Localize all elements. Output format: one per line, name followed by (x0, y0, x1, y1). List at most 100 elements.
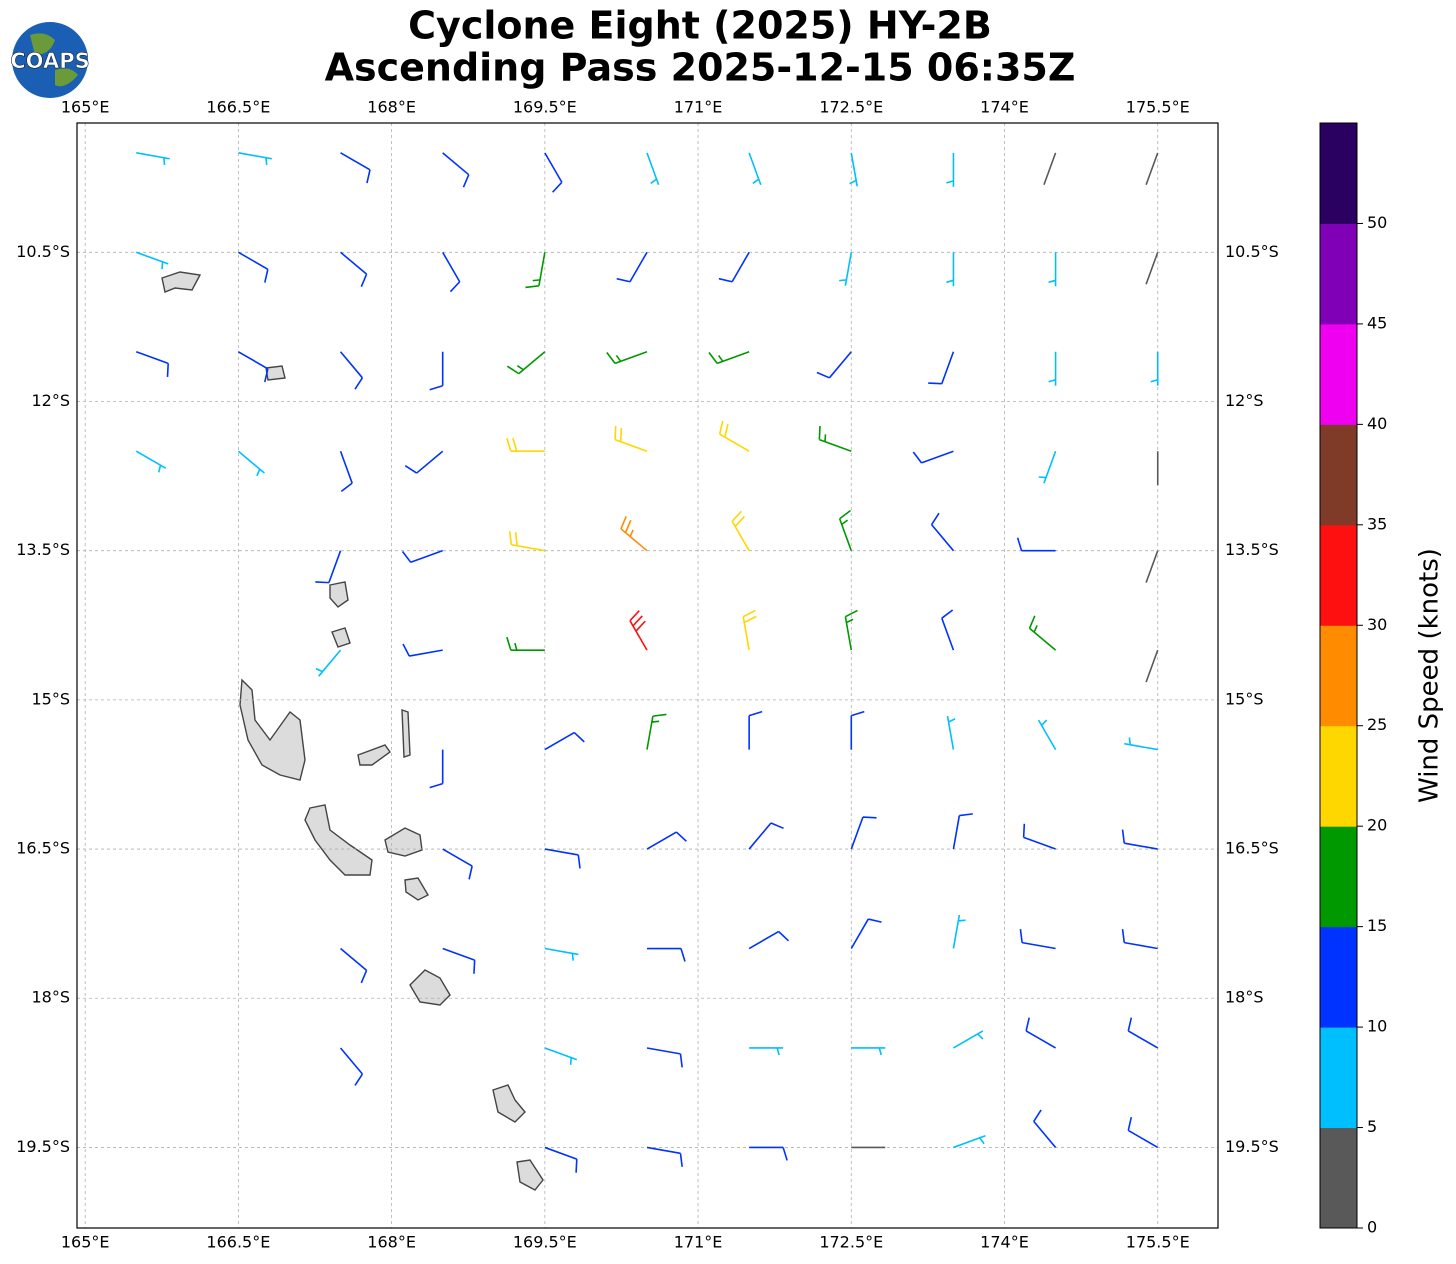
plot-frame (76, 122, 1219, 1229)
wind-barb (1121, 929, 1158, 950)
wind-barb (629, 610, 648, 651)
wind-barb (404, 450, 444, 474)
wind-barb (620, 515, 648, 552)
subtitle: Ascending Pass 2025-12-15 06:35Z (325, 46, 1076, 90)
wind-barb (646, 947, 686, 962)
colorbar-tick-label: 35 (1367, 514, 1387, 533)
wind-barb (953, 1135, 986, 1149)
x-tick-label: 166.5°E (206, 98, 270, 117)
island (265, 365, 286, 381)
colorbar-label: Wind Speed (knots) (1415, 548, 1445, 803)
wind-barb (850, 918, 882, 949)
wind-barb (1124, 737, 1158, 751)
wind-barb (525, 252, 546, 289)
colorbar-bin (1319, 1127, 1358, 1229)
colorbar-bin (1319, 122, 1358, 224)
x-tick-label: 172.5°E (819, 1233, 883, 1252)
wind-barb (339, 1047, 364, 1086)
wind-barb (748, 930, 790, 950)
colorbar-tick-label: 5 (1367, 1117, 1377, 1136)
colorbar-tick-label: 50 (1367, 213, 1387, 232)
y-tick-label: 15°S (1225, 689, 1264, 708)
y-tick-label: 16.5°S (1225, 839, 1279, 858)
colorbar-bin (1319, 926, 1358, 1028)
x-tick-label: 166.5°E (206, 1233, 270, 1252)
wind-barb (748, 152, 762, 186)
wind-barb (1048, 351, 1057, 386)
island (161, 271, 202, 293)
wind-barb (136, 152, 170, 166)
colorbar-bin (1319, 825, 1358, 928)
wind-barb (1043, 152, 1057, 186)
wind-barb (237, 251, 269, 283)
wind-barb (1033, 1109, 1057, 1148)
wind-barb (731, 510, 750, 552)
colorbar-bin (1319, 524, 1358, 626)
wind-barb (849, 152, 858, 187)
colorbar-tick-label: 0 (1367, 1218, 1377, 1237)
wind-barb (646, 831, 687, 850)
wind-barb (544, 152, 563, 193)
wind-barb (1037, 719, 1057, 750)
colorbar-bin (1319, 725, 1358, 827)
wind-barb (1048, 252, 1057, 287)
x-tick-label: 168°E (367, 1233, 416, 1252)
island (401, 709, 411, 758)
wind-barb (930, 512, 955, 552)
wind-barb (646, 1146, 683, 1167)
wind-barb (544, 1146, 578, 1173)
title: Cyclone Eight (2025) HY-2B (408, 4, 992, 48)
wind-barb (851, 1047, 886, 1056)
colorbar-tick-label: 20 (1367, 816, 1387, 835)
wind-barb (544, 1047, 578, 1065)
y-tick-label: 19.5°S (1225, 1137, 1279, 1156)
wind-barb (442, 152, 470, 188)
y-tick-label: 18°S (31, 988, 70, 1007)
wind-barb (429, 351, 444, 391)
x-tick-label: 175.5°E (1126, 98, 1190, 117)
wind-barb (718, 251, 750, 283)
x-tick-label: 171°E (674, 98, 723, 117)
wind-barb (544, 731, 585, 751)
wind-barb (952, 813, 973, 850)
wind-barb (646, 152, 660, 186)
wind-barb (442, 947, 476, 974)
wind-barb (818, 425, 852, 452)
island (329, 581, 349, 608)
colorbar-bin (1319, 624, 1358, 727)
wind-barb (340, 947, 368, 984)
y-tick-label: 12°S (31, 391, 70, 410)
island (384, 827, 423, 857)
y-tick-label: 15°S (31, 689, 70, 708)
wind-barb (315, 550, 342, 584)
wind-barb (544, 848, 581, 869)
island (304, 804, 373, 876)
wind-barb (616, 251, 648, 283)
x-tick-label: 169.5°E (513, 1233, 577, 1252)
wind-barb (237, 351, 269, 383)
wind-barb (340, 152, 371, 184)
wind-barb (839, 252, 853, 286)
x-tick-label: 174°E (980, 98, 1029, 117)
wind-barb (1150, 351, 1159, 386)
wind-barb (946, 715, 956, 750)
wind-barb (941, 609, 955, 651)
island (516, 1159, 544, 1191)
logo-text: COAPS (10, 49, 89, 73)
wind-barb (1038, 450, 1057, 484)
colorbar-bin (1319, 323, 1358, 425)
logo-land (30, 33, 78, 87)
x-tick-label: 169.5°E (513, 98, 577, 117)
wind-barb (1022, 823, 1056, 850)
y-tick-label: 13.5°S (16, 540, 70, 559)
wind-barb (237, 450, 265, 477)
wind-barb (339, 351, 364, 390)
wind-barb (1121, 829, 1158, 850)
colorbar-tick-label: 25 (1367, 715, 1387, 734)
wind-barb (742, 609, 757, 651)
x-tick-label: 168°E (367, 98, 416, 117)
wind-barb (946, 152, 955, 187)
colorbar-frame (1319, 122, 1358, 1229)
y-tick-label: 10.5°S (1225, 242, 1279, 261)
wind-barb (441, 251, 461, 293)
